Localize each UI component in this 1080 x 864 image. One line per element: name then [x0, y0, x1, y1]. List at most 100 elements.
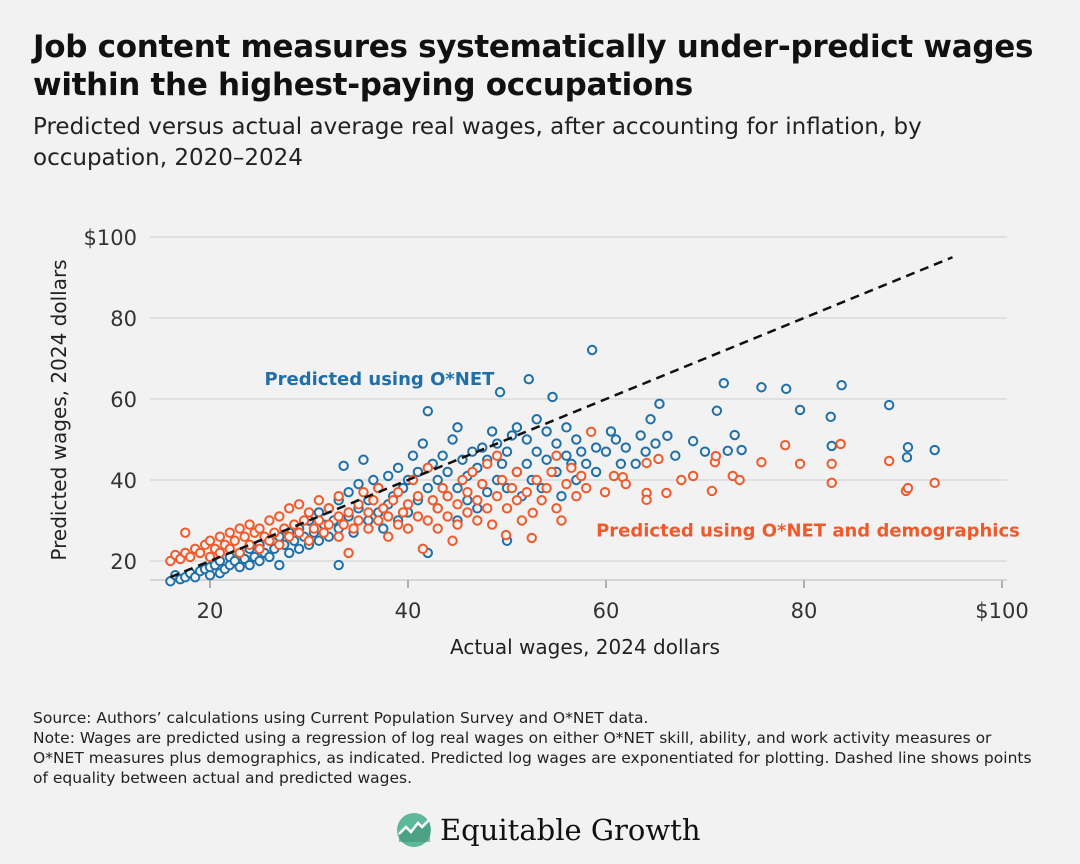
onet-demographics-prediction-point: [402, 523, 414, 534]
onet-demographics-prediction-point: [437, 482, 448, 494]
onet-prediction-point: [264, 551, 275, 563]
onet-demographics-prediction-point: [333, 531, 344, 542]
onet-prediction-point: [353, 478, 364, 490]
logo-text: Equitable Growth: [440, 813, 701, 847]
onet-demographics-prediction-point: [442, 511, 453, 522]
onet-demographics-prediction-point: [397, 507, 409, 518]
onet-prediction-point: [547, 391, 558, 403]
onet-demographics-prediction-point: [546, 466, 557, 478]
onet-demographics-prediction-point: [536, 495, 547, 506]
onet-prediction-point: [531, 414, 542, 425]
onet-demographics-prediction-point: [826, 458, 837, 469]
onet-prediction-point: [422, 482, 433, 494]
onet-prediction-point: [556, 491, 567, 502]
onet-demographics-prediction-point: [929, 477, 940, 489]
onet-demographics-prediction-point: [293, 499, 305, 510]
onet-demographics-prediction-point: [204, 535, 216, 546]
onet-prediction-point: [722, 445, 733, 457]
onet-demographics-prediction-point: [254, 543, 265, 555]
onet-demographics-prediction-point: [274, 511, 285, 522]
series-label-onet: Predicted using O*NET: [264, 369, 495, 390]
onet-demographics-prediction-point: [551, 503, 562, 514]
series-label-onet-demographics: Predicted using O*NET and demographics: [596, 521, 1020, 542]
onet-prediction-point: [551, 438, 562, 449]
onet-demographics-prediction-point: [521, 486, 532, 498]
onet-prediction-point: [561, 450, 572, 461]
methodology-note: Note: Wages are predicted using a regres…: [33, 729, 1032, 787]
onet-demographics-prediction-point: [779, 439, 791, 451]
onet-demographics-prediction-point: [422, 515, 433, 526]
onet-prediction-point: [452, 482, 463, 494]
onet-prediction-point: [407, 450, 419, 461]
onet-prediction-point: [825, 411, 836, 423]
onet-demographics-prediction-point: [462, 486, 473, 498]
onet-demographics-prediction-point: [308, 523, 320, 534]
onet-demographics-prediction-point: [338, 519, 349, 530]
onet-prediction-point: [929, 444, 940, 456]
onet-prediction-point: [437, 450, 448, 461]
onet-prediction-point: [417, 438, 429, 449]
onet-demographics-prediction-point: [486, 519, 498, 530]
x-tick-label: 60: [593, 599, 620, 623]
onet-demographics-prediction-point: [402, 499, 414, 510]
x-axis-label: Actual wages, 2024 dollars: [450, 635, 720, 659]
onet-demographics-prediction-point: [826, 477, 837, 489]
onet-prediction-point: [794, 404, 806, 416]
onet-demographics-prediction-point: [412, 511, 424, 522]
y-axis-label: Predicted wages, 2024 dollars: [47, 259, 71, 560]
onet-demographics-prediction-point: [392, 519, 404, 530]
onet-prediction-point: [496, 458, 508, 469]
onet-prediction-point: [576, 446, 587, 457]
onet-demographics-prediction-point: [185, 551, 196, 563]
onet-demographics-prediction-point: [417, 543, 429, 555]
onet-demographics-prediction-point: [392, 486, 404, 498]
onet-demographics-prediction-point: [180, 527, 191, 538]
onet-prediction-point: [541, 426, 552, 437]
onet-demographics-prediction-point: [599, 486, 611, 498]
onet-demographics-prediction-point: [452, 519, 463, 530]
onet-demographics-prediction-point: [556, 515, 567, 526]
x-tick-label: 20: [197, 599, 224, 623]
onet-demographics-prediction-point: [239, 531, 250, 542]
onet-prediction-point: [756, 382, 767, 393]
onet-demographics-prediction-point: [234, 547, 245, 559]
onet-prediction-point: [640, 446, 651, 457]
onet-demographics-prediction-point: [427, 495, 438, 506]
onet-prediction-point: [234, 561, 245, 573]
onet-demographics-prediction-point: [234, 523, 245, 534]
onet-demographics-prediction-point: [527, 507, 538, 519]
onet-prediction-point: [383, 470, 394, 482]
x-tick-label: 40: [395, 599, 422, 623]
onet-prediction-point: [442, 466, 453, 478]
onet-demographics-prediction-point: [442, 491, 453, 502]
growth-logo-icon: [397, 813, 431, 847]
onet-demographics-prediction-point: [472, 515, 483, 526]
onet-demographics-prediction-point: [734, 474, 745, 486]
y-tick-label: 80: [110, 307, 137, 331]
onet-demographics-prediction-point: [641, 494, 652, 506]
onet-prediction-point: [333, 559, 344, 571]
onet-demographics-prediction-point: [447, 535, 458, 546]
onet-demographics-prediction-point: [313, 495, 325, 506]
onet-prediction-point: [531, 446, 542, 457]
onet-prediction-point: [590, 442, 602, 453]
onet-demographics-prediction-point: [214, 531, 226, 542]
onet-prediction-point: [650, 438, 661, 449]
onet-demographics-prediction-point: [284, 503, 295, 514]
onet-demographics-prediction-point: [491, 491, 503, 502]
onet-demographics-prediction-point: [608, 470, 620, 482]
onet-demographics-prediction-point: [378, 503, 389, 514]
onet-prediction-point: [883, 399, 895, 411]
onet-demographics-prediction-point: [581, 482, 592, 494]
chart-title: Job content measures systematically unde…: [33, 29, 1034, 103]
onet-demographics-prediction-point: [224, 527, 236, 538]
onet-demographics-prediction-point: [883, 455, 895, 467]
onet-demographics-prediction-point: [432, 523, 443, 534]
onet-demographics-prediction-point: [794, 458, 806, 469]
onet-demographics-prediction-point: [585, 426, 597, 438]
chart-notes: Source: Authors’ calculations using Curr…: [33, 708, 1043, 788]
onet-demographics-prediction-point: [284, 531, 295, 542]
onet-prediction-point: [662, 430, 673, 442]
onet-demographics-prediction-point: [541, 482, 552, 494]
